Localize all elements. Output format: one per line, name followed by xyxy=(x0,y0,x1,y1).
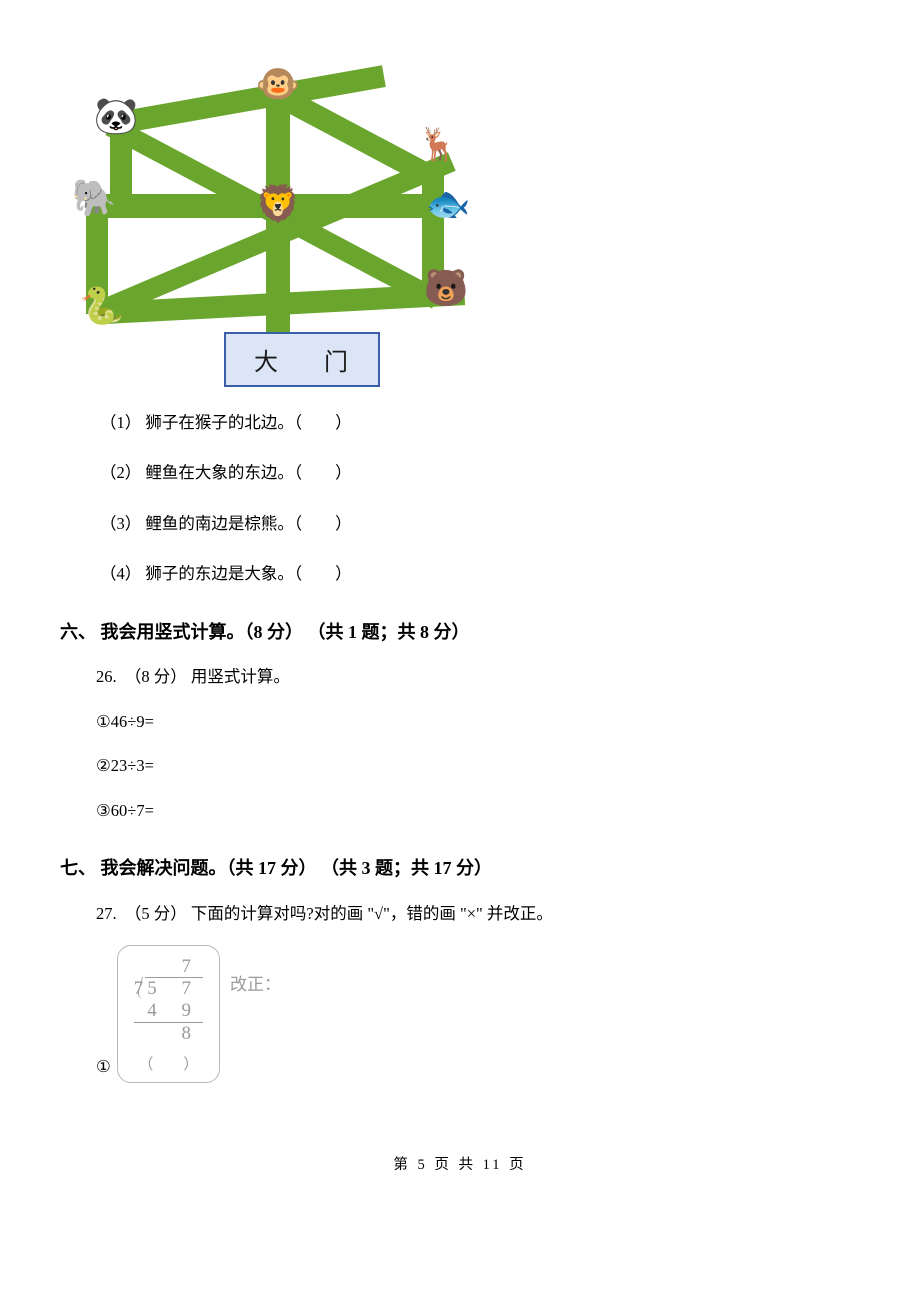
animal-elephant-icon: 🐘 xyxy=(66,170,122,226)
q26-item-1: ①46÷9= xyxy=(60,709,860,735)
statement-2: （2） 鲤鱼在大象的东边。（ ） xyxy=(60,460,860,486)
animal-lion-icon: 🦁 xyxy=(250,176,306,232)
gate-label: 大 门 xyxy=(224,332,380,387)
animal-snake-icon: 🐍 xyxy=(74,278,130,334)
q26-item-2: ②23÷3= xyxy=(60,753,860,779)
document-page: 🐵 🐼 🦌 🐘 🦁 🐟 🐍 🐻 大 门 （1） 狮子在猴子的北边。（ ） （2）… xyxy=(0,0,920,1214)
animal-fish-icon: 🐟 xyxy=(420,176,476,232)
division-row: 75 7 xyxy=(134,978,203,1000)
q26-item-3: ③60÷7= xyxy=(60,798,860,824)
zoo-diagram: 🐵 🐼 🦌 🐘 🦁 🐟 🐍 🐻 大 门 xyxy=(60,60,860,380)
q27-calc-row: ① 7 75 7 4 9 8 （ ） 改正： xyxy=(60,945,860,1083)
statement-1: （1） 狮子在猴子的北边。（ ） xyxy=(60,410,860,436)
animal-panda-icon: 🐼 xyxy=(88,88,144,144)
division-subtract: 4 9 xyxy=(134,1000,203,1023)
q27-intro: 27. （5 分） 下面的计算对吗?对的画 "√"，错的画 "×" 并改正。 xyxy=(60,901,860,927)
animal-monkey-icon: 🐵 xyxy=(250,56,306,112)
division-quotient: 7 xyxy=(134,956,203,978)
section-6-heading: 六、 我会用竖式计算。（8 分） （共 1 题；共 8 分） xyxy=(60,618,860,647)
division-dividend: 5 7 xyxy=(145,977,203,999)
animal-bear-icon: 🐻 xyxy=(418,260,474,316)
page-footer: 第 5 页 共 11 页 xyxy=(60,1153,860,1174)
division-answer-blank: （ ） xyxy=(134,1053,203,1074)
animal-deer-icon: 🦌 xyxy=(410,116,466,172)
division-remainder: 8 xyxy=(134,1023,203,1045)
q27-circled-number: ① xyxy=(96,1057,111,1083)
statement-3: （3） 鲤鱼的南边是棕熊。（ ） xyxy=(60,511,860,537)
correction-label: 改正： xyxy=(230,970,281,995)
section-7-heading: 七、 我会解决问题。（共 17 分） （共 3 题；共 17 分） xyxy=(60,854,860,883)
statement-4: （4） 狮子的东边是大象。（ ） xyxy=(60,561,860,587)
long-division-box: 7 75 7 4 9 8 （ ） xyxy=(117,945,220,1083)
diagram-canvas: 🐵 🐼 🦌 🐘 🦁 🐟 🐍 🐻 大 门 xyxy=(60,60,520,380)
q26-intro: 26. （8 分） 用竖式计算。 xyxy=(60,664,860,690)
